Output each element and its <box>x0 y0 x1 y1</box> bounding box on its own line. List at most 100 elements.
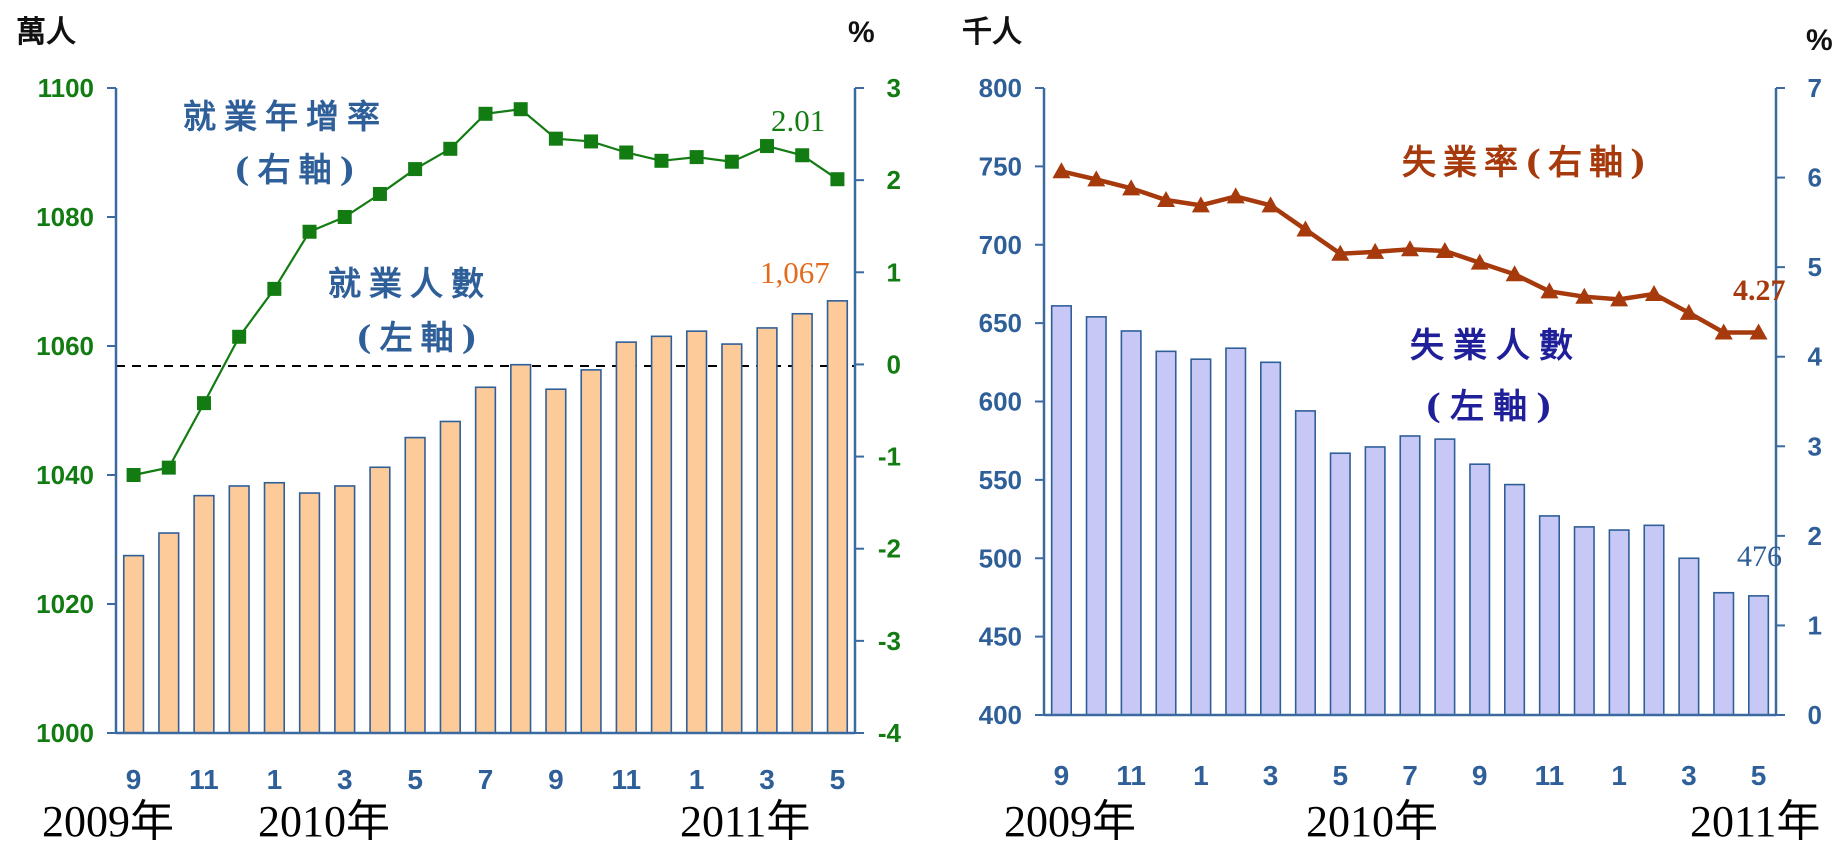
left-y-left-ticks: 1000 1020 1040 1060 1080 1100 <box>36 73 116 748</box>
left-y-right-tick-label: -3 <box>878 626 901 656</box>
left-line-point <box>372 186 387 201</box>
left-bar <box>334 485 356 734</box>
right-bar <box>1748 595 1770 716</box>
right-bar <box>1434 438 1456 716</box>
right-y-left-tick-label: 700 <box>979 230 1022 260</box>
right-line-point <box>1226 187 1245 204</box>
left-bar <box>474 386 497 734</box>
right-line-point <box>1261 196 1280 213</box>
right-y-left-tick-label: 800 <box>979 73 1022 103</box>
left-line-point <box>689 150 704 165</box>
left-bar <box>369 466 391 734</box>
left-line-point <box>126 468 141 482</box>
left-bar <box>122 554 145 734</box>
left-line-point <box>232 329 247 344</box>
left-bar <box>298 492 321 734</box>
left-y-right-tick-label: -2 <box>878 534 901 564</box>
left-line-label-2: (右軸) <box>234 150 363 189</box>
right-line-point <box>1087 170 1106 187</box>
left-y-right-ticks: -4 -3 -2 -1 0 1 2 3 <box>855 73 902 748</box>
right-y-right-tick-label: 5 <box>1808 252 1822 282</box>
right-x-tick-label: 1 <box>1193 760 1209 791</box>
left-line-point <box>760 139 775 154</box>
left-last-line-value: 2.01 <box>771 103 825 138</box>
left-line-point <box>724 154 739 169</box>
right-line-point <box>1679 303 1698 320</box>
right-line-point <box>1470 253 1489 270</box>
right-y-right-tick-label: 3 <box>1808 431 1822 461</box>
left-line-point <box>267 281 282 296</box>
right-last-line-value: 4.27 <box>1733 274 1786 307</box>
left-y-left-tick-label: 1100 <box>38 73 94 103</box>
left-line-point <box>619 145 634 160</box>
right-line-point <box>1331 244 1350 261</box>
right-bar <box>1469 463 1491 716</box>
left-bar <box>791 312 813 734</box>
left-bar-label-1: 就業人數 <box>328 264 492 303</box>
left-unit-left-label: 萬人 <box>16 15 76 50</box>
right-y-left-tick-label: 650 <box>979 308 1022 338</box>
right-line-point <box>1575 287 1594 304</box>
right-bar <box>1504 483 1526 716</box>
left-x-ticks: 9 11 1 3 5 7 9 11 1 3 5 <box>126 764 845 795</box>
left-x-tick-label: 1 <box>267 764 283 795</box>
right-x-tick-label: 9 <box>1472 760 1488 791</box>
right-line-point <box>1052 162 1071 179</box>
left-bar-label-2: (左軸) <box>356 318 485 357</box>
left-year-label-2010: 2010年 <box>258 797 390 841</box>
right-x-tick-label: 7 <box>1402 760 1418 791</box>
left-y-left-tick-label: 1020 <box>36 589 94 619</box>
left-bar <box>721 343 743 734</box>
right-x-tick-label: 5 <box>1751 760 1767 791</box>
left-bar <box>158 532 180 734</box>
right-x-tick-label: 3 <box>1263 760 1279 791</box>
right-bar <box>1260 361 1282 716</box>
right-y-left-tick-label: 600 <box>979 387 1022 417</box>
right-bar <box>1399 435 1421 716</box>
right-bar <box>1120 330 1142 716</box>
right-bar <box>1538 515 1560 716</box>
right-line-point <box>1401 240 1419 257</box>
right-bar <box>1190 358 1212 716</box>
left-y-right-tick-label: 3 <box>887 73 901 103</box>
right-bar-label-1: 失業人數 <box>1410 326 1582 366</box>
left-line-point <box>795 148 810 163</box>
left-bar <box>650 335 673 734</box>
right-year-label-2010: 2010年 <box>1306 797 1438 841</box>
right-x-tick-label: 11 <box>1535 760 1565 791</box>
right-y-right-tick-label: 7 <box>1808 73 1822 103</box>
right-y-right-tick-label: 1 <box>1808 610 1822 640</box>
right-y-left-ticks: 400 450 500 550 600 650 700 750 800 <box>979 73 1044 730</box>
right-line-point <box>1610 290 1629 307</box>
left-x-tick-label: 7 <box>478 764 494 795</box>
right-bar <box>1085 316 1107 716</box>
right-y-right-ticks: 0 1 2 3 4 5 6 7 <box>1776 73 1823 730</box>
left-chart: 萬人 % 1000 1020 1040 1060 1080 1100 -4 -3 -2 -1 0 1… <box>16 15 902 841</box>
left-y-left-tick-label: 1040 <box>36 460 94 490</box>
right-line-point <box>1645 285 1663 302</box>
right-y-left-tick-label: 550 <box>979 465 1022 495</box>
right-line-point <box>1366 242 1385 259</box>
left-line-point <box>584 134 599 149</box>
left-line-point <box>302 224 317 239</box>
right-last-bar-value: 476 <box>1737 540 1782 573</box>
right-x-tick-label: 11 <box>1116 760 1146 791</box>
right-line-point <box>1749 323 1768 340</box>
right-line-point <box>1191 196 1210 213</box>
right-bar <box>1225 347 1247 716</box>
left-bar <box>580 369 602 734</box>
right-bar <box>1155 350 1177 716</box>
left-bar <box>228 485 250 734</box>
right-x-tick-label: 9 <box>1054 760 1070 791</box>
left-x-tick-label: 11 <box>189 764 219 795</box>
left-year-label-2011: 2011年 <box>680 797 810 841</box>
right-y-left-tick-label: 400 <box>979 700 1022 730</box>
right-line-point <box>1122 179 1141 196</box>
left-y-left-tick-label: 1000 <box>36 718 94 748</box>
right-bar <box>1713 591 1735 716</box>
right-line-point <box>1296 220 1315 237</box>
right-x-tick-label: 5 <box>1332 760 1348 791</box>
left-bar <box>439 420 461 734</box>
right-y-left-tick-label: 750 <box>979 151 1022 181</box>
